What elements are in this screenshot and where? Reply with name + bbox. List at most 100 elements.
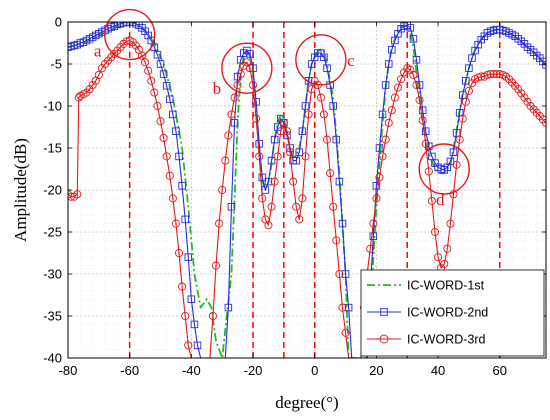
data-point: [335, 177, 344, 186]
data-point: [449, 148, 458, 156]
data-point: [430, 227, 440, 237]
legend-entry-label: IC-WORD-3rd: [407, 333, 486, 347]
data-point: [221, 156, 230, 165]
x-tick-label: -20: [244, 363, 263, 378]
data-point: [461, 97, 470, 106]
data-point: [224, 303, 233, 312]
data-point: [255, 140, 263, 148]
data-point: [258, 173, 267, 182]
data-point: [122, 37, 131, 46]
data-point: [165, 171, 174, 180]
data-point: [282, 127, 292, 136]
data-point: [292, 156, 300, 165]
data-point: [276, 127, 285, 136]
annotation-circle: [221, 42, 273, 94]
data-point: [178, 182, 186, 190]
data-point: [153, 101, 162, 111]
data-point: [141, 58, 150, 67]
x-tick-label: 20: [369, 363, 383, 378]
data-point: [344, 303, 353, 312]
data-point: [270, 135, 279, 144]
data-point: [458, 114, 467, 123]
data-point: [409, 70, 418, 79]
data-point: [440, 259, 449, 268]
data-point: [88, 80, 97, 90]
x-tick-label: 0: [311, 363, 318, 378]
data-point: [184, 341, 193, 350]
data-point: [412, 56, 421, 64]
data-point: [218, 185, 227, 195]
legend: IC-WORD-1st IC-WORD-2nd IC-WORD-3rd: [360, 269, 545, 357]
x-tick-label: 40: [431, 363, 445, 378]
data-point: [384, 118, 393, 127]
data-point: [230, 93, 239, 102]
data-point: [193, 341, 202, 350]
data-point: [372, 182, 381, 190]
data-point: [424, 167, 433, 176]
data-point: [162, 152, 171, 161]
data-point: [273, 152, 282, 161]
data-point: [298, 127, 307, 135]
data-point: [538, 115, 546, 124]
data-point: [388, 45, 396, 54]
data-point: [131, 41, 140, 50]
data-point: [264, 177, 273, 186]
data-point: [181, 215, 189, 224]
data-point: [236, 70, 245, 79]
data-point: [520, 93, 529, 102]
data-point: [147, 76, 156, 85]
legend-box: [360, 269, 545, 357]
x-tick-label: -60: [120, 363, 139, 378]
data-point: [523, 97, 532, 106]
data-point: [252, 98, 260, 106]
data-point: [541, 118, 546, 127]
data-point: [393, 83, 403, 92]
data-point: [172, 127, 180, 135]
data-point: [295, 215, 304, 224]
data-point: [427, 196, 436, 205]
data-point: [378, 152, 387, 161]
data-point: [467, 79, 477, 88]
data-point: [329, 102, 337, 110]
x-axis-title: degree(°): [275, 393, 338, 412]
data-point: [270, 177, 279, 186]
annotation-label: d: [436, 190, 445, 209]
data-point: [233, 72, 242, 81]
data-point: [412, 80, 421, 90]
data-point: [319, 110, 329, 119]
data-point: [446, 219, 455, 228]
data-point: [517, 89, 526, 98]
data-point: [255, 152, 264, 161]
data-point: [332, 135, 341, 144]
data-point: [248, 80, 258, 90]
data-point: [301, 152, 310, 161]
annotation-circle: [418, 143, 470, 195]
y-tick-label: -5: [50, 57, 62, 72]
data-point: [415, 96, 424, 105]
data-point: [295, 148, 304, 156]
data-point: [338, 219, 347, 228]
data-point: [421, 139, 430, 148]
data-point: [372, 194, 381, 203]
data-point: [298, 194, 307, 203]
data-point: [245, 64, 254, 73]
data-point: [156, 117, 165, 126]
data-point: [215, 219, 224, 228]
data-point: [492, 70, 501, 79]
data-point: [421, 127, 430, 135]
data-point: [409, 35, 418, 43]
data-point: [341, 270, 350, 278]
y-tick-label: -35: [43, 309, 62, 324]
data-point: [301, 102, 310, 110]
data-point: [156, 60, 165, 68]
data-point: [338, 303, 347, 312]
data-point: [369, 219, 378, 228]
data-point: [267, 202, 276, 211]
data-point: [369, 232, 378, 240]
data-point: [208, 311, 217, 321]
data-point: [323, 64, 331, 72]
data-point: [406, 24, 415, 32]
data-point: [366, 244, 375, 253]
